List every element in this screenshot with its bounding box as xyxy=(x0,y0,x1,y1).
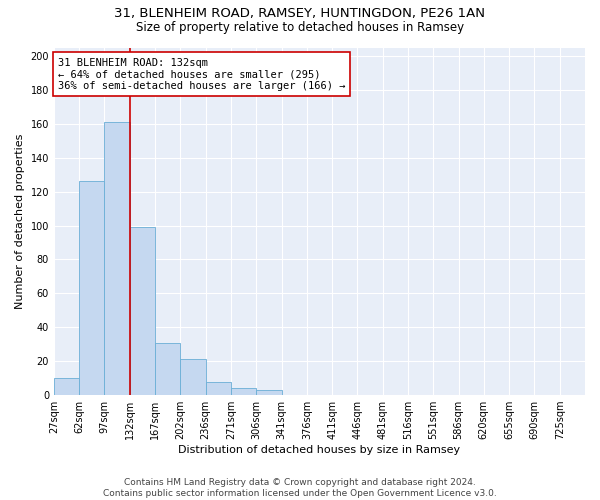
Text: Contains HM Land Registry data © Crown copyright and database right 2024.
Contai: Contains HM Land Registry data © Crown c… xyxy=(103,478,497,498)
Text: 31 BLENHEIM ROAD: 132sqm
← 64% of detached houses are smaller (295)
36% of semi-: 31 BLENHEIM ROAD: 132sqm ← 64% of detach… xyxy=(58,58,345,91)
Bar xyxy=(104,122,130,395)
Bar xyxy=(256,390,281,395)
Bar xyxy=(206,382,231,395)
X-axis label: Distribution of detached houses by size in Ramsey: Distribution of detached houses by size … xyxy=(178,445,461,455)
Text: 31, BLENHEIM ROAD, RAMSEY, HUNTINGDON, PE26 1AN: 31, BLENHEIM ROAD, RAMSEY, HUNTINGDON, P… xyxy=(115,8,485,20)
Text: Size of property relative to detached houses in Ramsey: Size of property relative to detached ho… xyxy=(136,21,464,34)
Bar xyxy=(231,388,256,395)
Bar xyxy=(181,360,206,395)
Bar xyxy=(79,182,104,395)
Bar xyxy=(130,227,155,395)
Bar xyxy=(155,342,181,395)
Bar xyxy=(54,378,79,395)
Y-axis label: Number of detached properties: Number of detached properties xyxy=(15,134,25,309)
